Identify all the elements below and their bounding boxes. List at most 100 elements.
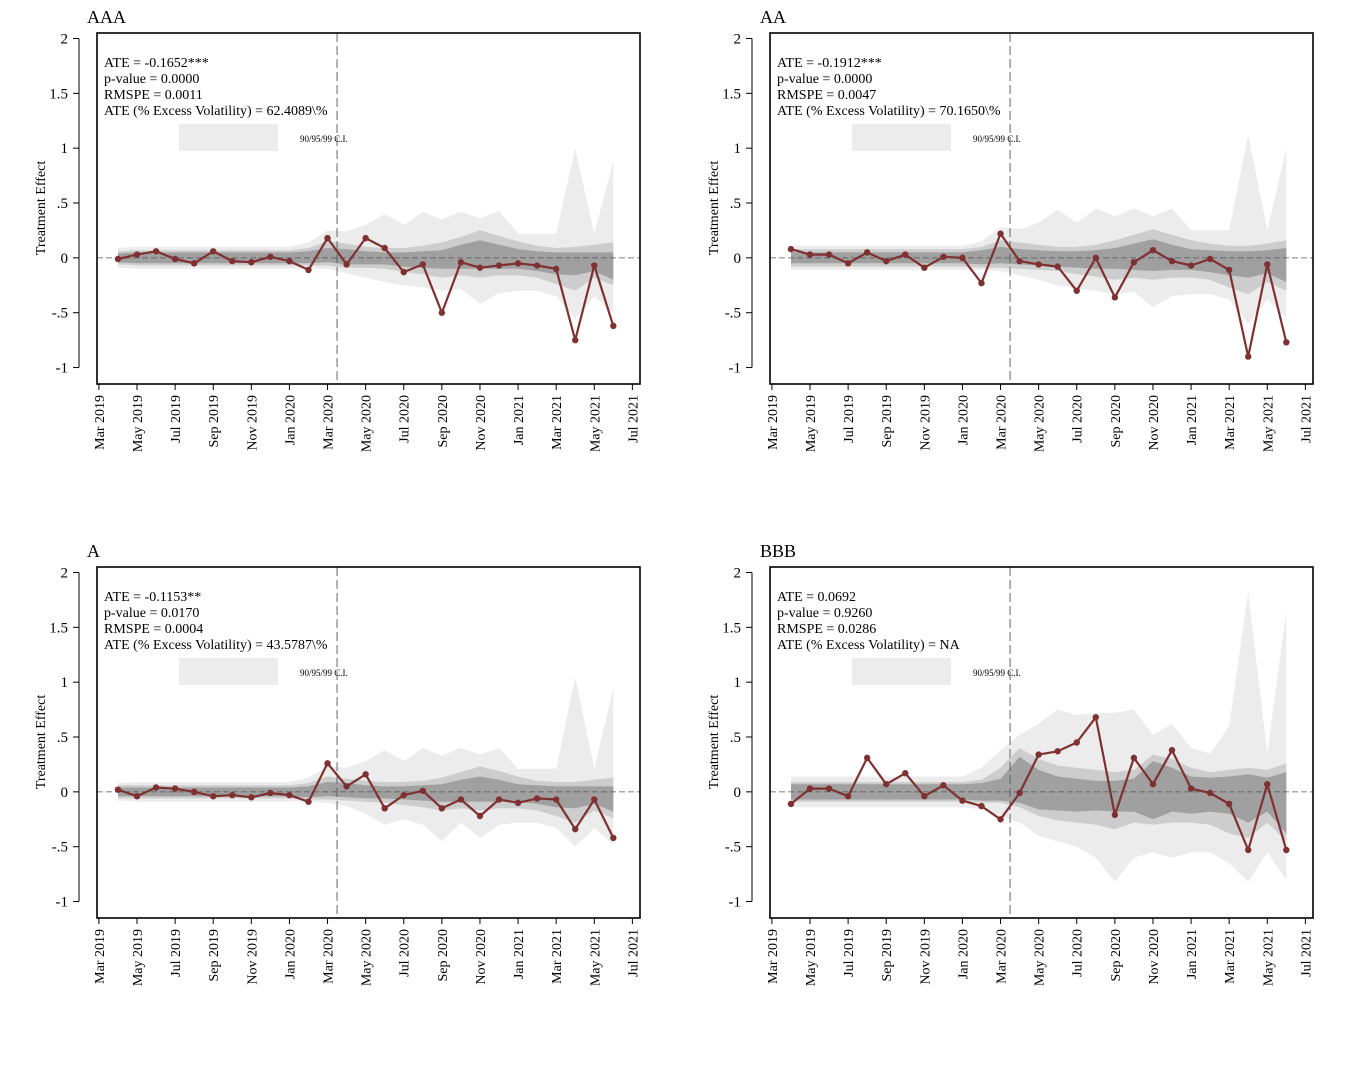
x-tick-label: Sep 2020 [436, 395, 451, 448]
stat-line: ATE = 0.0692 [777, 590, 856, 605]
x-tick-label: May 2020 [1033, 395, 1048, 452]
y-tick-label: 1.5 [49, 620, 68, 636]
data-point [248, 259, 255, 266]
data-point [286, 791, 293, 799]
x-tick-label: Sep 2020 [1109, 929, 1124, 982]
y-tick-label: 1 [61, 141, 69, 157]
data-point [171, 785, 179, 792]
data-point [362, 234, 369, 242]
x-tick-label: Mar 2019 [766, 395, 781, 450]
data-point [1245, 846, 1252, 854]
x-tick-label: Nov 2019 [245, 929, 260, 985]
y-tick-label: 1.5 [722, 86, 741, 102]
data-point [190, 788, 198, 796]
data-point [419, 261, 426, 268]
x-tick-label: Sep 2019 [207, 395, 222, 448]
stat-line: p-value = 0.9260 [777, 606, 872, 621]
data-point [825, 785, 833, 792]
x-tick-label: Sep 2020 [436, 929, 451, 982]
panel-title: A [87, 541, 100, 561]
data-point [305, 266, 312, 274]
data-point [438, 309, 446, 316]
plot-area [770, 33, 1313, 384]
data-point [419, 787, 426, 794]
data-point [267, 253, 274, 260]
data-point [610, 834, 617, 842]
data-point [844, 260, 852, 267]
data-point [229, 791, 236, 799]
x-tick-label: Jan 2021 [1185, 395, 1200, 445]
data-point [1168, 257, 1176, 265]
data-point [1073, 739, 1080, 746]
stat-line: ATE = -0.1912*** [777, 56, 882, 71]
data-point [152, 248, 160, 255]
x-tick-label: Nov 2019 [918, 395, 933, 451]
data-point [1206, 789, 1214, 797]
data-point [305, 798, 312, 805]
data-point [114, 786, 122, 793]
y-axis-title: Treatment Effect [707, 695, 722, 790]
data-point [883, 257, 890, 265]
data-point [787, 800, 795, 808]
data-point [902, 251, 909, 258]
data-point [863, 754, 871, 762]
data-point [1035, 751, 1042, 758]
y-axis-title: Treatment Effect [34, 161, 49, 256]
x-tick-label: Mar 2020 [995, 395, 1010, 450]
y-tick-label: 2 [734, 565, 742, 581]
x-tick-label: Nov 2020 [474, 929, 489, 985]
data-point [1245, 353, 1252, 360]
panel-title: AA [760, 7, 786, 27]
x-tick-label: Sep 2019 [207, 929, 222, 982]
stat-line: ATE (% Excess Volatility) = 70.1650\% [777, 104, 1001, 119]
x-tick-label: Jan 2021 [512, 395, 527, 445]
plot-area [97, 33, 640, 384]
y-tick-label: 0 [61, 251, 69, 267]
data-point [400, 791, 407, 799]
data-point [1264, 261, 1271, 268]
y-axis-title: Treatment Effect [707, 161, 722, 256]
data-point [1016, 257, 1023, 265]
stat-line: ATE (% Excess Volatility) = NA [777, 638, 961, 653]
data-point [1092, 254, 1099, 262]
data-point [1035, 261, 1042, 268]
x-tick-label: May 2020 [360, 395, 375, 452]
x-tick-label: Jul 2019 [842, 395, 857, 443]
data-point [457, 259, 465, 266]
ci-legend-label: 90/95/99 C.I. [973, 134, 1021, 144]
x-tick-label: May 2019 [804, 395, 819, 452]
x-tick-label: Jul 2020 [1071, 395, 1086, 443]
x-tick-label: May 2019 [131, 929, 146, 986]
data-point [1111, 294, 1119, 301]
x-tick-label: Mar 2019 [766, 929, 781, 984]
x-tick-label: Sep 2019 [880, 395, 895, 448]
data-point [1187, 785, 1195, 792]
data-point [400, 268, 407, 276]
data-point [495, 262, 503, 269]
data-point [1054, 748, 1061, 755]
plot-area [97, 567, 640, 918]
data-point [572, 825, 579, 833]
ci-90-band [118, 240, 614, 280]
x-tick-label: Jan 2020 [283, 929, 298, 979]
data-point [229, 257, 236, 265]
x-tick-label: May 2020 [1033, 929, 1048, 986]
x-tick-label: Mar 2020 [995, 929, 1010, 984]
data-point [978, 802, 985, 810]
x-tick-label: Nov 2020 [474, 395, 489, 451]
data-point [610, 322, 617, 330]
x-tick-label: Nov 2019 [918, 929, 933, 985]
data-point [1225, 266, 1233, 274]
y-tick-label: -1 [56, 361, 69, 377]
data-point [133, 251, 141, 258]
data-point [343, 783, 350, 790]
data-point [324, 234, 331, 242]
data-point [1054, 263, 1061, 270]
data-point [1092, 714, 1099, 721]
data-point [1130, 259, 1138, 266]
data-point [997, 816, 1004, 823]
y-tick-label: 0 [734, 251, 742, 267]
data-point [1206, 255, 1214, 263]
data-point [171, 255, 179, 263]
plot-frame [769, 566, 1314, 919]
